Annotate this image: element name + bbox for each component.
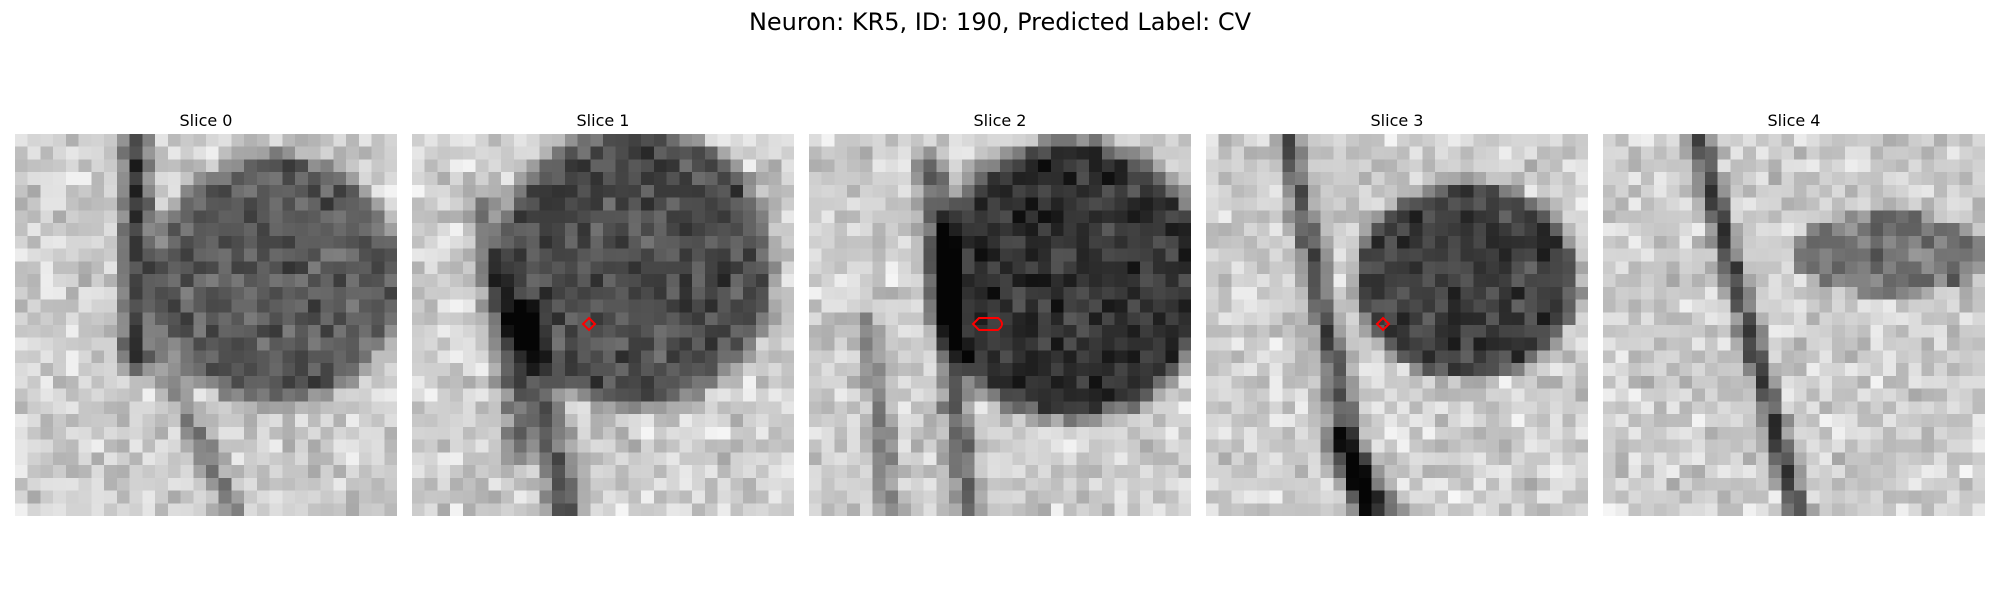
slice-overlay (1375, 316, 1391, 332)
slice-image (15, 134, 397, 516)
slice-image (412, 134, 794, 516)
slice-overlay (15, 134, 397, 516)
slice-title: Slice 0 (179, 111, 233, 130)
annotation-marker (971, 317, 1003, 331)
slice-panel-3: Slice 3 (1206, 108, 1588, 516)
slice-overlay (581, 316, 597, 332)
slice-overlay (1603, 134, 1985, 516)
slice-image (1206, 134, 1588, 516)
slice-title: Slice 4 (1767, 111, 1821, 130)
slice-overlay (971, 317, 1003, 331)
slice-image (1603, 134, 1985, 516)
annotation-marker (581, 316, 597, 332)
slice-title: Slice 2 (973, 111, 1027, 130)
slice-panel-2: Slice 2 (809, 108, 1191, 516)
slice-title: Slice 3 (1370, 111, 1424, 130)
slice-title: Slice 1 (576, 111, 630, 130)
slice-panel-1: Slice 1 (412, 108, 794, 516)
annotation-marker (1375, 316, 1391, 332)
slice-panel-4: Slice 4 (1603, 108, 1985, 516)
slice-image (809, 134, 1191, 516)
slice-panel-0: Slice 0 (15, 108, 397, 516)
figure-title: Neuron: KR5, ID: 190, Predicted Label: C… (748, 8, 1252, 36)
